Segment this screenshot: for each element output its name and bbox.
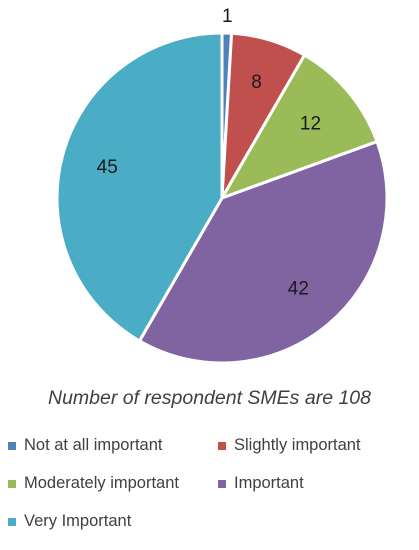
legend-swatch [218, 441, 226, 450]
legend-swatch [218, 479, 226, 488]
pie-chart: 1 8 12 42 45 [55, 6, 389, 365]
legend-swatch [8, 517, 16, 526]
pie-slices [55, 31, 389, 365]
legend-label: Important [234, 474, 304, 492]
data-label-slightly-important: 8 [251, 72, 262, 93]
data-label-not-at-all-important: 1 [222, 6, 233, 27]
legend-item-important: Important [218, 474, 304, 493]
legend-item-slightly-important: Slightly important [218, 436, 361, 455]
pie-data-labels: 1 8 12 42 45 [97, 6, 321, 299]
legend-swatch [8, 479, 16, 488]
legend-item-moderately-important: Moderately important [8, 474, 179, 493]
pie-slice-moderately-important [218, 53, 379, 201]
pie-slice-important [137, 139, 389, 365]
legend-item-not-at-all-important: Not at all important [8, 436, 162, 455]
legend-label: Moderately important [24, 474, 179, 492]
legend-label: Not at all important [24, 436, 163, 454]
legend-item-very-important: Very Important [8, 512, 131, 531]
chart-subtitle: Number of respondent SMEs are 108 [47, 387, 371, 409]
pie-slice-very-important [55, 31, 224, 343]
legend-label: Very Important [24, 512, 132, 530]
legend-swatch [8, 441, 16, 450]
data-label-moderately-important: 12 [300, 113, 321, 134]
data-label-important: 42 [288, 279, 309, 300]
legend-label: Slightly important [234, 436, 361, 454]
data-label-very-important: 45 [97, 157, 118, 178]
